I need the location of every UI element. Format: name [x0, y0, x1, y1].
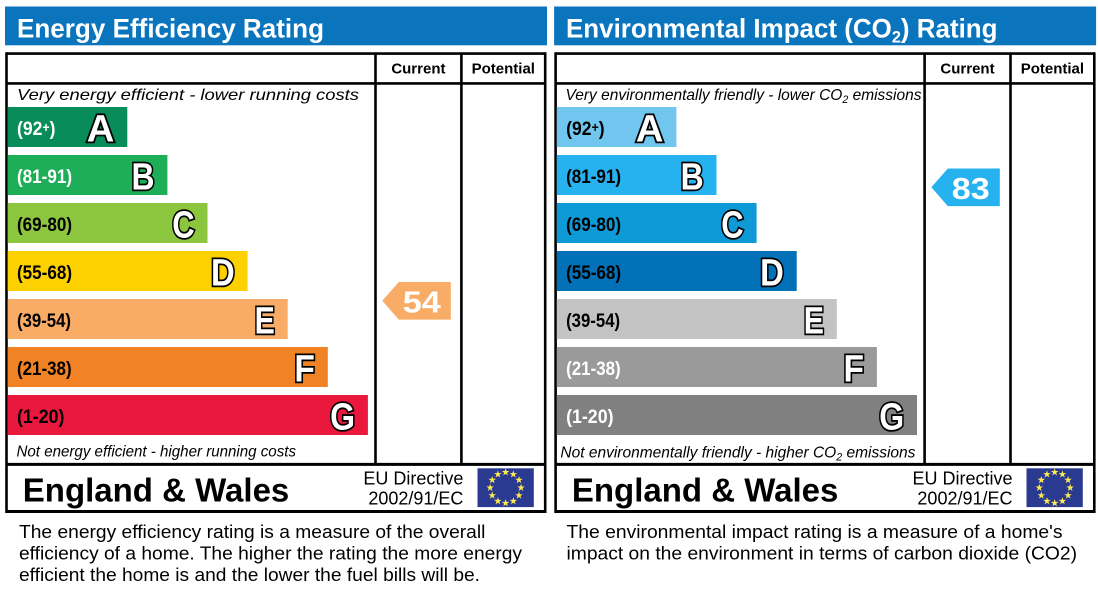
svg-text:Potential: Potential	[472, 61, 535, 78]
svg-text:EU Directive: EU Directive	[912, 469, 1012, 489]
svg-text:impact on the environment in t: impact on the environment in terms of ca…	[567, 543, 1078, 563]
svg-text:(39-54): (39-54)	[17, 311, 71, 332]
svg-text:C: C	[721, 204, 743, 246]
svg-text:E: E	[255, 300, 275, 342]
svg-text:Very energy efficient - lower: Very energy efficient - lower running co…	[17, 87, 359, 104]
svg-text:(81-91): (81-91)	[17, 167, 72, 188]
svg-text:(92+): (92+)	[566, 119, 605, 140]
svg-text:(92+): (92+)	[17, 119, 56, 140]
svg-text:The environmental impact ratin: The environmental impact rating is a mea…	[567, 522, 1063, 542]
svg-text:54: 54	[403, 284, 442, 319]
svg-text:England & Wales: England & Wales	[23, 471, 289, 508]
svg-text:B: B	[681, 156, 704, 198]
svg-text:(69-80): (69-80)	[566, 215, 621, 236]
svg-text:D: D	[211, 252, 235, 294]
svg-text:G: G	[879, 396, 904, 438]
svg-text:Current: Current	[391, 61, 445, 78]
svg-text:A: A	[87, 108, 115, 150]
svg-text:efficiency of a home. The hig: efficiency of a home. The higher the rat…	[19, 543, 522, 563]
svg-text:83: 83	[952, 171, 990, 206]
svg-text:D: D	[760, 252, 784, 294]
svg-text:Current: Current	[940, 61, 994, 78]
svg-text:Not energy efficient - higher: Not energy efficient - higher running co…	[17, 444, 297, 461]
svg-text:(21-38): (21-38)	[17, 359, 72, 380]
svg-text:(21-38): (21-38)	[566, 359, 621, 380]
svg-text:(1-20): (1-20)	[566, 407, 613, 428]
svg-text:The energy efficiency rating i: The energy efficiency rating is a measur…	[19, 522, 485, 542]
svg-text:A: A	[636, 108, 664, 150]
svg-text:Environmental Impact (CO2) Rat: Environmental Impact (CO2) Rating	[566, 13, 998, 46]
svg-text:(39-54): (39-54)	[566, 311, 620, 332]
svg-text:(81-91): (81-91)	[566, 167, 621, 188]
svg-text:Energy Efficiency Rating: Energy Efficiency Rating	[17, 13, 324, 43]
svg-text:F: F	[844, 348, 865, 390]
svg-text:F: F	[294, 348, 315, 390]
svg-text:C: C	[172, 204, 194, 246]
svg-text:B: B	[132, 156, 155, 198]
svg-text:G: G	[330, 396, 355, 438]
svg-text:(1-20): (1-20)	[17, 407, 64, 428]
svg-text:2002/91/EC: 2002/91/EC	[368, 488, 463, 508]
svg-text:Potential: Potential	[1021, 61, 1084, 78]
svg-text:efficient the home is and the: efficient the home is and the lower the …	[19, 565, 480, 585]
svg-text:(69-80): (69-80)	[17, 215, 72, 236]
svg-text:(55-68): (55-68)	[17, 263, 72, 284]
svg-text:2002/91/EC: 2002/91/EC	[917, 488, 1012, 508]
svg-text:Very environmentally friendly: Very environmentally friendly - lower CO…	[566, 87, 922, 106]
svg-text:E: E	[804, 300, 824, 342]
svg-text:(55-68): (55-68)	[566, 263, 621, 284]
svg-text:EU Directive: EU Directive	[363, 469, 463, 489]
svg-text:Not environmentally friendly -: Not environmentally friendly - higher CO…	[560, 445, 915, 464]
svg-text:England & Wales: England & Wales	[572, 471, 838, 508]
